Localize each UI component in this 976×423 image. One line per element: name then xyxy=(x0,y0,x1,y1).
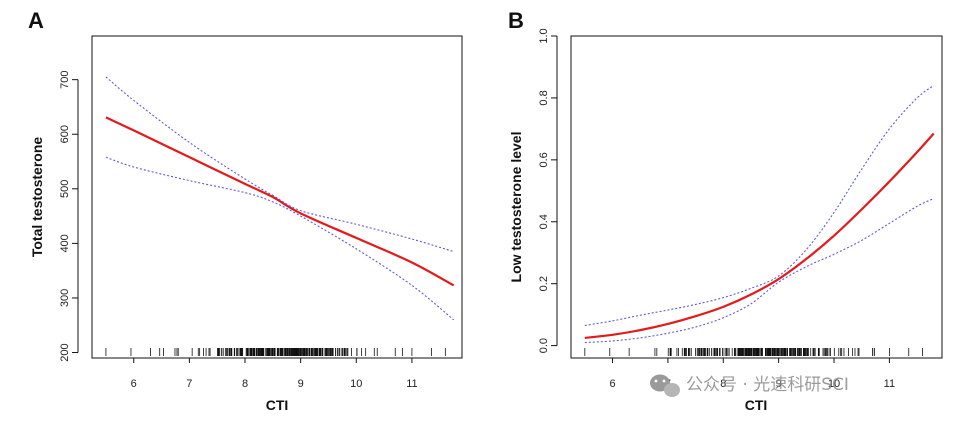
panel-b-x-tick-label: 10 xyxy=(828,378,840,390)
panel-a-series xyxy=(105,76,455,321)
panel-a-plot-frame xyxy=(91,35,463,359)
panel-b-x-tick-label: 11 xyxy=(884,378,895,390)
wechat-icon xyxy=(650,374,680,397)
panel-b-fit-line xyxy=(584,132,935,339)
panel-a-x-axis: 6 7 8 9 10 11 xyxy=(131,358,418,390)
panel-b-rug xyxy=(584,348,924,356)
panel-b-plot-frame xyxy=(570,35,943,359)
panel-a-x-tick-label: 6 xyxy=(131,378,137,390)
panel-b-y-label: Low testosterone level xyxy=(508,132,524,283)
panel-b-x-tick-label: 9 xyxy=(776,378,782,390)
panel-a-upper-ci-line xyxy=(105,76,454,253)
watermark: 公众号 · 光速科研SCI xyxy=(650,374,849,397)
panel-b-upper-ci-line xyxy=(584,85,935,327)
panel-b-series xyxy=(584,85,935,344)
panel-b-y-tick-label: 0.4 xyxy=(538,214,550,229)
panel-a-y-tick-label: 300 xyxy=(59,289,71,307)
panel-a-y-tick-label: 500 xyxy=(59,180,71,198)
panel-b-x-label: CTI xyxy=(745,397,768,413)
panel-a-x-tick-label: 9 xyxy=(298,378,304,390)
panel-a-fit-line xyxy=(105,116,455,287)
panel-a-letter: A xyxy=(28,8,44,33)
watermark-text: 公众号 · 光速科研SCI xyxy=(686,375,849,395)
panel-b-x-tick-label: 6 xyxy=(609,378,615,390)
panel-a-x-tick-label: 8 xyxy=(242,378,248,390)
panel-a-y-tick-label: 700 xyxy=(59,70,71,88)
panel-a-y-axis: 200 300 400 500 600 700 xyxy=(59,70,79,362)
panel-a-y-tick-label: 400 xyxy=(59,234,71,252)
panel-a-y-label: Total testosterone xyxy=(29,137,45,258)
panel-b-y-axis: 0.0 0.2 0.4 0.6 0.8 1.0 xyxy=(538,28,558,353)
panel-a-x-label: CTI xyxy=(266,397,289,413)
panel-a-lower-ci-line xyxy=(105,156,454,321)
panel-b-y-tick-label: 0.2 xyxy=(538,276,550,291)
panel-b-y-tick-label: 0.0 xyxy=(538,338,550,353)
panel-b-letter: B xyxy=(508,8,524,33)
panel-a-y-tick-label: 200 xyxy=(59,343,71,361)
panel-a: A 200 300 400 500 600 700 6 7 8 9 10 11 CTI Total … xyxy=(28,8,463,413)
panel-b-y-tick-label: 0.8 xyxy=(538,90,550,105)
panel-a-y-tick-label: 600 xyxy=(59,125,71,143)
panel-b-x-tick-label: 8 xyxy=(720,378,726,390)
panel-a-x-tick-label: 11 xyxy=(406,378,417,390)
panel-b-y-tick-label: 1.0 xyxy=(538,28,550,43)
panel-a-rug xyxy=(105,348,446,356)
panel-b-lower-ci-line xyxy=(584,198,934,344)
panel-a-x-tick-label: 10 xyxy=(350,378,362,390)
panel-a-x-tick-label: 7 xyxy=(186,378,192,390)
panel-b-y-tick-label: 0.6 xyxy=(538,152,550,167)
